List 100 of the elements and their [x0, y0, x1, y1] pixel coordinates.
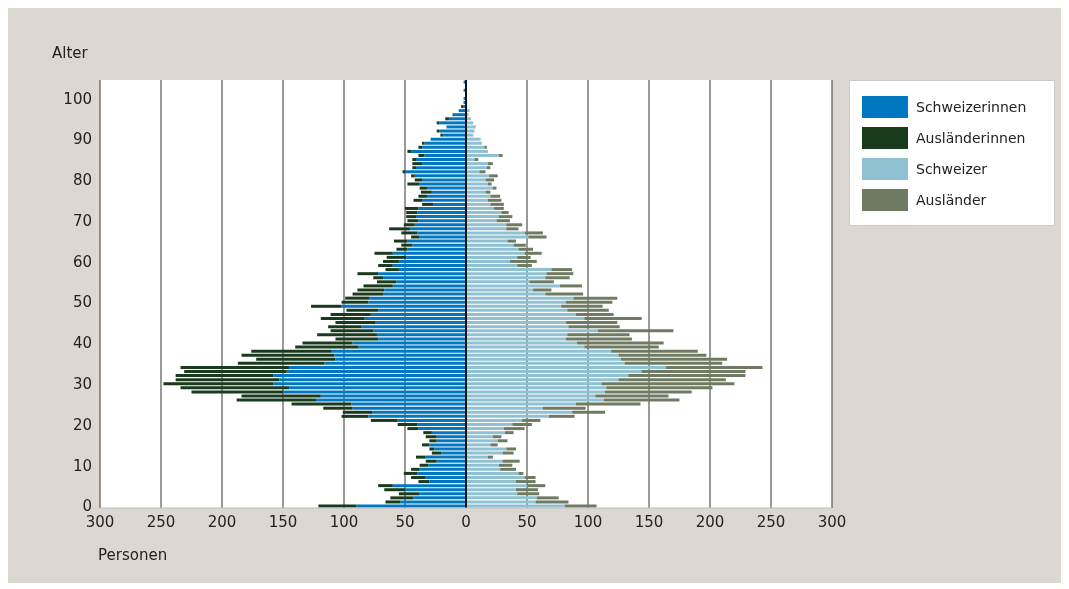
- bar: [466, 329, 598, 333]
- bar: [397, 423, 418, 426]
- y-tick-label: 50: [72, 293, 92, 312]
- y-tick-label: 40: [72, 334, 92, 353]
- y-axis-title: Alter: [52, 44, 88, 62]
- bar: [439, 121, 466, 125]
- bar: [492, 186, 497, 190]
- bar: [466, 162, 488, 166]
- bar: [411, 174, 415, 178]
- bar: [413, 198, 423, 202]
- bar: [422, 443, 430, 447]
- bar: [498, 215, 513, 219]
- bar: [425, 435, 437, 439]
- bar: [429, 447, 435, 451]
- bar: [415, 215, 466, 219]
- y-tick-label: 70: [72, 211, 92, 230]
- bar: [466, 251, 525, 255]
- bar: [289, 365, 466, 369]
- bar: [487, 162, 493, 166]
- bar: [431, 190, 466, 194]
- bar: [376, 333, 466, 337]
- bar: [506, 447, 517, 451]
- legend-label: Schweizer: [916, 160, 988, 177]
- bar: [419, 467, 466, 471]
- bar: [485, 178, 495, 182]
- bar: [466, 439, 498, 443]
- bar: [406, 211, 418, 215]
- y-tick-label: 90: [72, 130, 92, 149]
- bar: [439, 129, 466, 133]
- bar: [466, 341, 578, 345]
- bar: [407, 149, 412, 153]
- bar: [502, 451, 514, 455]
- x-axis-title: Personen: [98, 546, 168, 564]
- bar: [466, 431, 506, 435]
- bar: [466, 386, 607, 390]
- bar: [396, 247, 408, 251]
- bar: [466, 496, 537, 500]
- bar: [420, 190, 432, 194]
- bar: [466, 447, 507, 451]
- bar: [490, 443, 498, 447]
- bar: [418, 206, 466, 210]
- bar: [400, 500, 466, 504]
- legend-label: Schweizerinnen: [916, 98, 1027, 115]
- bar: [466, 141, 482, 145]
- bar: [466, 153, 499, 157]
- bar: [368, 414, 466, 418]
- bar: [466, 272, 547, 276]
- bar: [378, 272, 466, 276]
- bar: [352, 341, 466, 345]
- bar: [405, 206, 419, 210]
- x-tick-label: 200: [695, 512, 725, 531]
- x-tick-label: 50: [517, 512, 537, 531]
- bar: [551, 268, 573, 272]
- bar: [315, 398, 466, 402]
- bar: [528, 235, 547, 239]
- bar: [489, 174, 498, 178]
- bar: [466, 357, 621, 361]
- bar: [466, 463, 499, 467]
- bar: [414, 223, 466, 227]
- bar: [490, 202, 504, 206]
- bar: [518, 471, 524, 475]
- bar: [466, 235, 529, 239]
- bar: [334, 353, 466, 357]
- bar: [466, 231, 525, 235]
- bar: [370, 418, 398, 422]
- bar: [466, 459, 503, 463]
- x-tick-label: 250: [146, 512, 176, 531]
- bar: [601, 382, 735, 386]
- bar: [500, 467, 517, 471]
- bar: [392, 484, 466, 488]
- y-tick-label: 30: [72, 375, 92, 393]
- bar: [466, 296, 574, 300]
- bar: [407, 182, 420, 186]
- bar: [392, 264, 466, 268]
- bar: [466, 484, 527, 488]
- bar: [417, 471, 466, 475]
- bar: [466, 500, 536, 504]
- bar: [466, 268, 552, 272]
- legend-label: Ausländer: [916, 191, 987, 208]
- bar: [369, 296, 466, 300]
- bar: [406, 215, 416, 219]
- bar: [361, 325, 466, 329]
- y-tick-label: 60: [72, 252, 92, 271]
- bar: [466, 215, 499, 219]
- bar: [405, 170, 466, 174]
- bar: [466, 137, 481, 141]
- bar: [466, 243, 514, 247]
- y-tick-label: 100: [63, 89, 92, 108]
- bar: [466, 475, 525, 479]
- bar: [466, 284, 560, 288]
- bar: [466, 223, 507, 227]
- x-tick-label: 250: [756, 512, 786, 531]
- bar: [466, 276, 546, 280]
- bar: [394, 239, 408, 243]
- bar: [431, 451, 442, 455]
- bar: [497, 439, 508, 443]
- bar: [436, 435, 466, 439]
- bar: [559, 284, 582, 288]
- bar: [317, 333, 377, 337]
- bar: [466, 353, 619, 357]
